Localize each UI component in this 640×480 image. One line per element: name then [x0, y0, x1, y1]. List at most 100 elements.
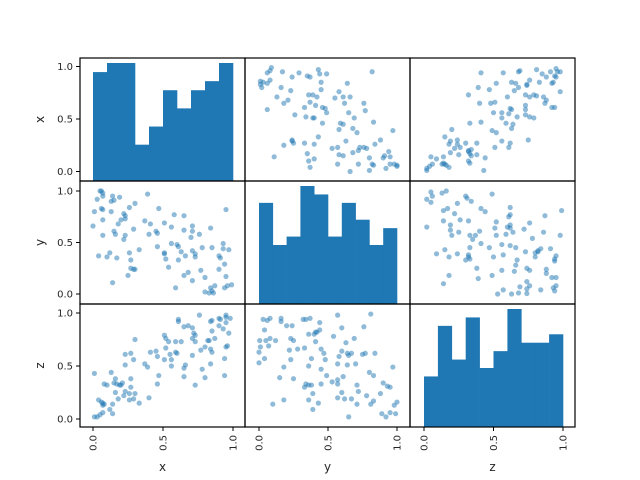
panel-frame: [409, 180, 576, 305]
scatter-point: [192, 382, 198, 388]
scatter-point: [463, 193, 469, 199]
scatter-point: [301, 345, 308, 351]
histogram-bar: [286, 236, 301, 304]
scatter-point: [136, 400, 142, 406]
scatter-point: [447, 227, 454, 233]
scatter-point: [493, 232, 499, 238]
scatter-point: [185, 323, 191, 329]
scatter-point: [128, 376, 134, 382]
scatter-point: [492, 99, 498, 105]
scatter-point: [168, 357, 174, 363]
scatter-point: [513, 80, 519, 86]
scatter-point: [303, 316, 309, 322]
scatter-point: [336, 126, 342, 133]
scatter-point: [289, 74, 295, 80]
x-axes: 0.0 0.5 1.0 x 0.0 0.5 1.0 y 0.0 0.5 1.0 z: [89, 427, 570, 474]
scatter-point: [482, 155, 488, 161]
scatter-point: [107, 250, 113, 256]
scatter-point: [224, 283, 230, 289]
histogram-bar: [149, 126, 164, 181]
panel-y-vs-z: [424, 188, 565, 297]
scatter-point: [104, 254, 110, 260]
scatter-point: [495, 291, 501, 297]
scatter-point: [319, 104, 326, 111]
scatter-point: [256, 360, 262, 366]
scatter-point: [524, 81, 530, 87]
scatter-point: [189, 325, 195, 331]
scatter-point: [508, 291, 515, 297]
scatter-point: [335, 377, 341, 383]
scatter-point: [147, 349, 153, 355]
x-tick-label: 1.0: [229, 435, 240, 451]
histogram-bar: [328, 236, 343, 304]
scatter-point: [347, 94, 353, 100]
scatter-point: [549, 274, 555, 281]
scatter-point: [261, 327, 268, 333]
scatter-point: [310, 115, 316, 121]
scatter-point: [524, 290, 530, 297]
scatter-point: [515, 290, 522, 296]
scatter-point: [308, 382, 315, 388]
scatter-point: [189, 228, 195, 234]
scatter-point: [100, 217, 106, 223]
scatter-point: [188, 234, 194, 240]
scatter-point: [493, 130, 499, 136]
scatter-point: [474, 140, 480, 146]
scatter-point: [332, 95, 338, 101]
histogram-bar: [383, 228, 398, 304]
scatter-point: [527, 283, 533, 289]
scatter-point: [306, 158, 312, 164]
scatter-point: [270, 401, 276, 407]
scatter-point: [543, 266, 549, 272]
scatter-point: [339, 325, 345, 331]
x-tick-label: 0.5: [159, 435, 170, 451]
scatter-point: [344, 362, 350, 368]
scatter-point: [212, 283, 218, 289]
scatter-point: [507, 105, 513, 112]
scatter-point: [315, 134, 321, 140]
scatter-point: [350, 150, 356, 156]
scatter-point: [281, 100, 287, 106]
scatter-point: [202, 375, 208, 381]
scatter-point: [477, 228, 483, 234]
scatter-point: [196, 312, 202, 318]
y-tick-label: 0.0: [57, 290, 73, 301]
scatter-point: [107, 406, 113, 413]
scatter-point: [318, 366, 324, 372]
scatter-point: [387, 410, 393, 416]
scatter-point: [281, 142, 287, 148]
scatter-point: [301, 140, 308, 146]
y-tick-label: 0.5: [57, 362, 73, 373]
histogram-bar: [191, 90, 206, 181]
scatter-point: [126, 250, 132, 256]
scatter-point: [173, 285, 179, 291]
scatter-point: [387, 161, 393, 167]
scatter-point: [533, 67, 540, 73]
scatter-point: [209, 328, 215, 334]
scatter-point: [380, 380, 386, 386]
scatter-point: [553, 274, 559, 281]
scatter-point: [447, 150, 454, 156]
scatter-point: [310, 92, 316, 98]
scatter-point: [154, 353, 160, 360]
scatter-point: [131, 226, 137, 232]
scatter-point: [490, 254, 497, 260]
scatter-point: [189, 278, 195, 284]
scatter-point: [500, 287, 506, 293]
scatter-point: [524, 265, 530, 271]
scatter-point: [163, 345, 169, 351]
scatter-point: [522, 249, 529, 255]
scatter-point: [284, 323, 290, 329]
scatter-point: [478, 119, 484, 125]
scatter-point: [465, 218, 472, 224]
scatter-point: [198, 347, 204, 353]
scatter-point: [514, 257, 520, 263]
scatter-point: [454, 251, 460, 257]
scatter-point: [467, 245, 473, 251]
scatter-point: [310, 390, 316, 397]
scatter-point: [538, 246, 544, 252]
scatter-point: [336, 89, 342, 95]
scatter-point: [222, 261, 228, 267]
scatter-point: [379, 411, 385, 417]
scatter-point: [428, 199, 434, 205]
